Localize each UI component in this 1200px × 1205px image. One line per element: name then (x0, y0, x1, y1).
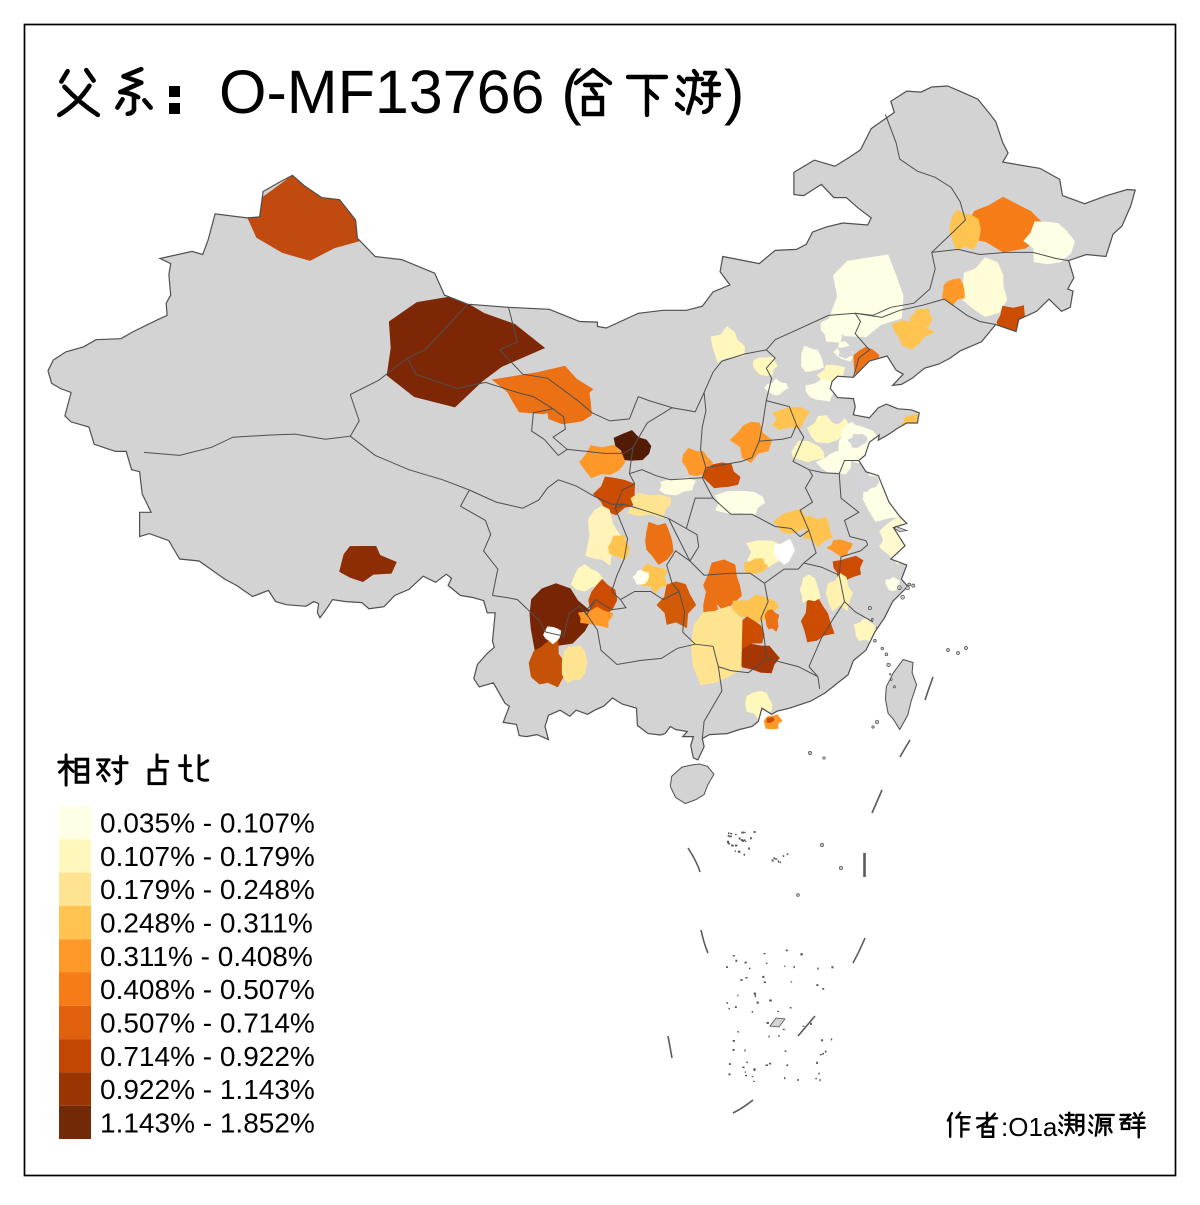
svg-text:0.507% - 0.714%: 0.507% - 0.714% (100, 1007, 315, 1038)
svg-text:0.035% - 0.107%: 0.035% - 0.107% (100, 808, 315, 839)
svg-text:0.714% - 0.922%: 0.714% - 0.922% (100, 1041, 315, 1072)
svg-text::O1a: :O1a (1001, 1112, 1058, 1142)
svg-text:O-MF13766 (: O-MF13766 ( (219, 58, 582, 126)
svg-text:0.179% - 0.248%: 0.179% - 0.248% (100, 874, 315, 905)
svg-text:0.248% - 0.311%: 0.248% - 0.311% (100, 908, 313, 939)
svg-text:0.311% - 0.408%: 0.311% - 0.408% (100, 941, 313, 972)
svg-text:): ) (724, 58, 744, 126)
svg-text:0.408% - 0.507%: 0.408% - 0.507% (100, 974, 315, 1005)
svg-text:0.107% - 0.179%: 0.107% - 0.179% (100, 841, 315, 872)
svg-text:0.922% - 1.143%: 0.922% - 1.143% (100, 1074, 315, 1105)
svg-text:1.143% - 1.852%: 1.143% - 1.852% (100, 1107, 315, 1138)
